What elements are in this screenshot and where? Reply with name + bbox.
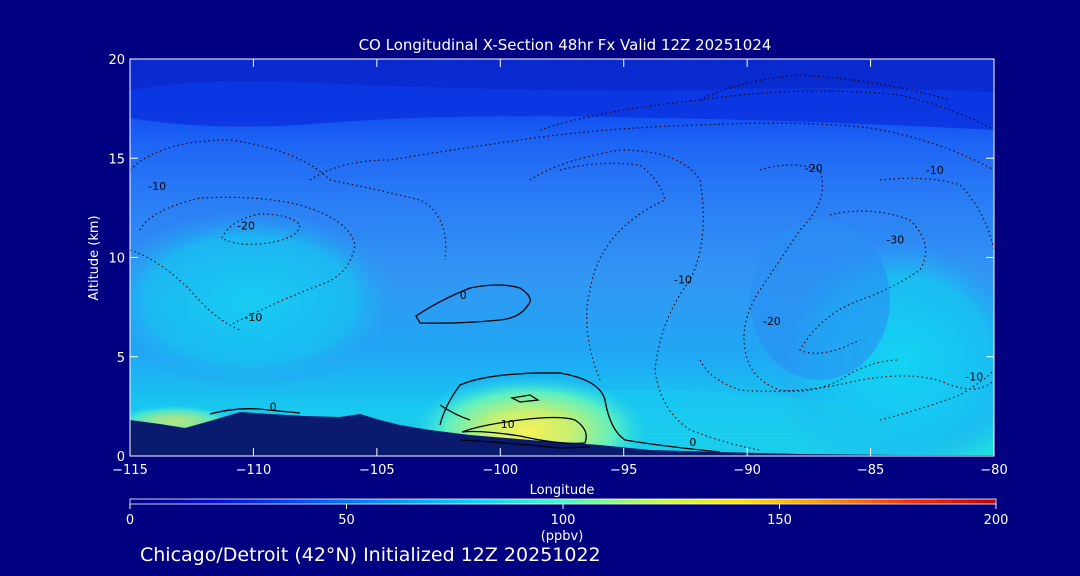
contour-zero-aloft bbox=[415, 284, 531, 324]
contour-label: -10 bbox=[244, 311, 262, 324]
terrain bbox=[130, 412, 994, 456]
x-tick-label: −100 bbox=[482, 463, 518, 478]
colorbar-tick-label: 0 bbox=[126, 513, 134, 528]
contour-minus10-east-low bbox=[699, 359, 994, 392]
colorbar-unit-label: (ppbv) bbox=[541, 529, 584, 544]
colorbar bbox=[129, 498, 997, 505]
contour-minus20-top bbox=[539, 90, 994, 131]
contour-zero-west bbox=[209, 408, 301, 415]
contour-label: -20 bbox=[805, 162, 823, 175]
y-tick-label: 0 bbox=[117, 450, 125, 465]
x-axis-label: Longitude bbox=[530, 483, 595, 498]
x-tick-label: −90 bbox=[733, 463, 760, 478]
contour-label: 0 bbox=[460, 289, 467, 302]
y-tick-label: 10 bbox=[108, 252, 125, 267]
y-axis-label: Altitude (km) bbox=[87, 215, 102, 300]
contour-label: -10 bbox=[926, 164, 944, 177]
contour-zero-plume-inner bbox=[439, 404, 471, 421]
contour-label: -10 bbox=[674, 273, 692, 286]
contour-minus20-west bbox=[221, 213, 301, 245]
contour-minus30-top bbox=[699, 74, 951, 101]
co-blue-pocket bbox=[750, 220, 890, 380]
y-tick-label: 5 bbox=[117, 351, 125, 366]
y-axis: 0 5 10 15 20 bbox=[108, 53, 994, 465]
contour-minus10-west-inner bbox=[139, 196, 356, 326]
x-tick-label: −80 bbox=[980, 463, 1007, 478]
contour-minus10-mid bbox=[529, 149, 761, 451]
contour-label: -20 bbox=[763, 315, 781, 328]
contour-label: 0 bbox=[270, 400, 277, 413]
contour-label: -30 bbox=[886, 234, 904, 247]
contour-minus10-upper-west bbox=[130, 139, 447, 261]
y-tick-label: 15 bbox=[108, 152, 125, 167]
contour-label: -10 bbox=[148, 180, 166, 193]
x-tick-label: −105 bbox=[359, 463, 395, 478]
contour-minus10-mid-b bbox=[559, 162, 666, 381]
co-cyan-region-west bbox=[130, 210, 400, 390]
contour-label: 0 bbox=[689, 436, 696, 449]
contour-zero-plume bbox=[439, 372, 721, 453]
contour-small-closed bbox=[509, 394, 540, 403]
contour-label: -10 bbox=[965, 371, 983, 384]
colorbar-tick-label: 200 bbox=[984, 513, 1009, 528]
co-plume bbox=[410, 365, 650, 456]
plot-area: -10 -20 -10 -20 -10 -30 -10 -20 -10 0 0 10 0 bbox=[130, 59, 994, 456]
footer-caption: Chicago/Detroit (42°N) Initialized 12Z 2… bbox=[140, 544, 601, 566]
x-axis: −115 −110 −105 −100 −95 −90 −85 −80 bbox=[112, 59, 1008, 478]
contour-label: -20 bbox=[237, 220, 255, 233]
colorbar-ticks: 0 50 100 150 200 bbox=[126, 504, 1009, 528]
x-tick-label: −95 bbox=[610, 463, 637, 478]
contour-label: 10 bbox=[501, 418, 515, 431]
contour-ten-lower bbox=[459, 439, 591, 449]
contour-labels: -10 -20 -10 -20 -10 -30 -10 -20 -10 0 0 10 0 bbox=[148, 162, 983, 449]
contour-minus10-west-outer bbox=[130, 249, 241, 331]
colorbar-tick-label: 100 bbox=[551, 513, 576, 528]
co-band-lowest bbox=[130, 59, 994, 92]
x-tick-label: −115 bbox=[112, 463, 148, 478]
x-tick-label: −85 bbox=[857, 463, 884, 478]
y-tick-label: 20 bbox=[108, 53, 125, 68]
x-tick-label: −110 bbox=[236, 463, 272, 478]
contours-dotted bbox=[130, 74, 994, 451]
colorbar-tick-label: 50 bbox=[338, 513, 355, 528]
contours-solid bbox=[209, 284, 721, 453]
contour-minus20-east bbox=[743, 164, 901, 392]
contour-ten bbox=[461, 416, 587, 444]
chart-title: CO Longitudinal X-Section 48hr Fx Valid … bbox=[359, 36, 772, 54]
colorbar-tick-label: 150 bbox=[767, 513, 792, 528]
